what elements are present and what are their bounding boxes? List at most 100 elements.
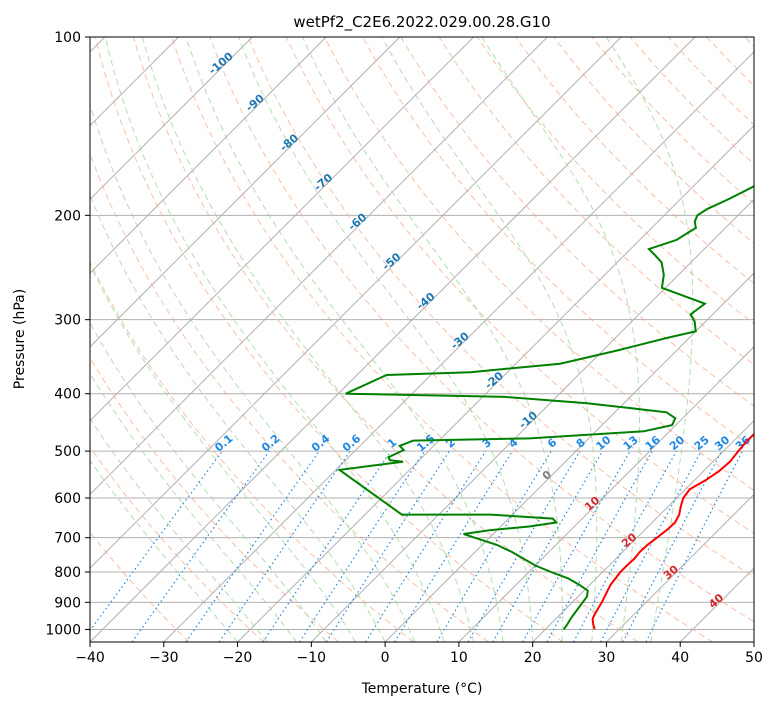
isotherm-line bbox=[310, 198, 754, 642]
mixing-ratio-label: 30 bbox=[712, 433, 732, 453]
y-tick-label: 1000 bbox=[45, 622, 81, 638]
dry-adiabat-line bbox=[94, 37, 564, 642]
moist-adiabat-line bbox=[481, 37, 640, 642]
isotherm-label: -80 bbox=[277, 131, 301, 154]
mixing-ratio-line bbox=[436, 450, 552, 642]
isobar-gridlines bbox=[90, 37, 754, 630]
mixing-ratio-label: 25 bbox=[692, 433, 712, 453]
isotherm-label: -30 bbox=[448, 329, 472, 352]
mixing-ratio-label: 13 bbox=[621, 433, 641, 453]
moist-adiabat-line bbox=[90, 321, 327, 642]
dry-adiabat-line bbox=[362, 37, 754, 449]
dry-adiabat-line bbox=[706, 37, 754, 87]
y-tick-label: 600 bbox=[54, 491, 81, 507]
x-tick-label: 10 bbox=[450, 650, 468, 666]
x-tick-label: −20 bbox=[223, 650, 253, 666]
mixing-ratio-label: 20 bbox=[667, 433, 687, 453]
dry-adiabat-line bbox=[744, 37, 754, 47]
isotherm-line bbox=[90, 37, 475, 422]
isotherm-label: 20 bbox=[619, 530, 639, 550]
x-tick-label: 0 bbox=[381, 650, 390, 666]
isotherm-line bbox=[90, 37, 253, 201]
mixing-ratio-line bbox=[218, 450, 351, 642]
y-tick-label: 300 bbox=[54, 313, 81, 329]
dry-adiabat-line bbox=[247, 37, 754, 578]
x-tick-label: 20 bbox=[524, 650, 542, 666]
sounding-series bbox=[336, 184, 754, 630]
mixing-ratio-label: 2 bbox=[444, 436, 458, 451]
moist-adiabat-line bbox=[90, 417, 268, 642]
mixing-ratio-line bbox=[185, 450, 320, 642]
x-tick-label: −40 bbox=[75, 650, 105, 666]
chart-title: wetPf2_C2E6.2022.029.00.28.G10 bbox=[293, 13, 550, 32]
y-tick-label: 700 bbox=[54, 531, 81, 547]
dry-adiabat-line bbox=[90, 531, 190, 642]
dry-adiabat-line bbox=[132, 37, 639, 642]
moist-adiabats bbox=[90, 37, 694, 642]
y-tick-label: 800 bbox=[54, 565, 81, 581]
mixing-ratio-line bbox=[299, 450, 426, 642]
isotherm-label: -40 bbox=[414, 290, 438, 313]
temperature-line bbox=[591, 432, 754, 630]
mixing-ratio-line bbox=[467, 450, 581, 642]
isotherm-line bbox=[753, 641, 754, 642]
x-tick-label: 50 bbox=[745, 650, 763, 666]
plot-area: 0.1 0.2 0.4 0.6 1 1.5 2 3 4 6 8 10 13 16 20 25 30 36-100-… bbox=[90, 37, 754, 642]
isotherm-line bbox=[163, 51, 754, 642]
dry-adiabat-line bbox=[323, 37, 754, 491]
moist-adiabat-line bbox=[302, 37, 563, 642]
isotherm-label: -50 bbox=[380, 250, 404, 273]
dry-adiabat-line bbox=[90, 446, 265, 642]
dry-adiabats bbox=[90, 37, 754, 642]
isotherm-label: 10 bbox=[582, 494, 602, 514]
mixing-ratio-label: 3 bbox=[480, 436, 494, 451]
isotherm-line bbox=[679, 567, 754, 642]
x-tick-label: 30 bbox=[598, 650, 616, 666]
isotherm-line bbox=[90, 37, 401, 348]
isotherm-label: -10 bbox=[516, 409, 540, 432]
mixing-ratio-line bbox=[600, 450, 702, 642]
dry-adiabat-line bbox=[438, 37, 754, 366]
isotherm-line bbox=[90, 37, 327, 274]
isotherm-line bbox=[237, 124, 754, 642]
isotherm-line bbox=[532, 419, 754, 642]
dry-adiabat-line bbox=[591, 37, 754, 205]
mixing-ratio-line bbox=[90, 450, 223, 632]
y-tick-label: 500 bbox=[54, 444, 81, 460]
mixing-ratio-label: 10 bbox=[593, 433, 613, 453]
isotherm-label: -70 bbox=[312, 171, 336, 194]
isotherm-label: -60 bbox=[346, 210, 370, 233]
mixing-ratio-line bbox=[262, 450, 392, 642]
y-axis-title: Pressure (hPa) bbox=[12, 289, 28, 389]
isotherm-label: -100 bbox=[206, 49, 236, 77]
moist-adiabat-line bbox=[90, 372, 297, 642]
dry-adiabat-line bbox=[90, 356, 339, 642]
isotherm-label: -20 bbox=[482, 369, 506, 392]
mixing-ratio-line bbox=[325, 450, 450, 642]
moist-adiabat-line bbox=[90, 263, 357, 642]
dry-adiabat-line bbox=[515, 37, 754, 285]
x-axis-ticks: −40 −30 −20 −10 0 10 20 30 40 50 bbox=[75, 642, 763, 666]
isotherm-line bbox=[606, 493, 754, 642]
isotherm-line bbox=[90, 37, 548, 496]
dry-adiabat-line bbox=[667, 37, 754, 126]
moist-adiabat-line bbox=[185, 37, 504, 642]
moist-adiabat-line bbox=[104, 37, 445, 642]
dry-adiabat-line bbox=[90, 260, 414, 642]
dry-adiabat-line bbox=[209, 37, 754, 623]
mixing-ratio-line bbox=[131, 450, 270, 642]
moist-adiabat-line bbox=[381, 37, 598, 642]
isotherm-label: 30 bbox=[661, 562, 681, 582]
dry-adiabat-line bbox=[171, 37, 713, 642]
x-tick-label: −10 bbox=[297, 650, 327, 666]
mixing-ratio-line bbox=[546, 450, 653, 642]
mixing-ratio-label: 16 bbox=[643, 433, 663, 453]
isotherm-line bbox=[90, 37, 696, 642]
dry-adiabat-line bbox=[629, 37, 754, 165]
mixing-ratio-line bbox=[572, 450, 677, 642]
mixing-ratio-label: 8 bbox=[574, 436, 588, 451]
y-tick-label: 400 bbox=[54, 387, 81, 403]
mixing-ratio-line bbox=[394, 450, 513, 642]
plot-frame bbox=[89, 36, 755, 643]
